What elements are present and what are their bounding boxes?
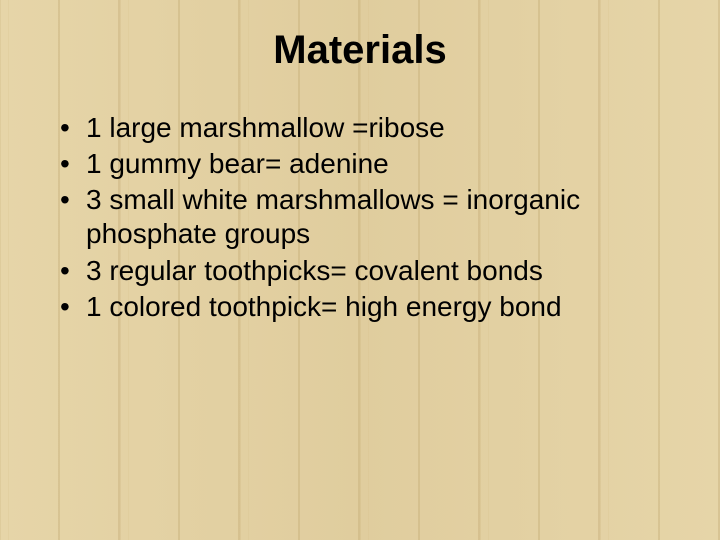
slide: Materials 1 large marshmallow =ribose 1 … [0,0,720,540]
list-item: 1 colored toothpick= high energy bond [60,290,670,324]
list-item: 1 gummy bear= adenine [60,147,670,181]
bullet-list: 1 large marshmallow =ribose 1 gummy bear… [40,111,680,324]
list-item: 1 large marshmallow =ribose [60,111,670,145]
slide-title: Materials [40,28,680,73]
list-item: 3 regular toothpicks= covalent bonds [60,254,670,288]
list-item: 3 small white marshmallows = inorganic p… [60,183,670,251]
